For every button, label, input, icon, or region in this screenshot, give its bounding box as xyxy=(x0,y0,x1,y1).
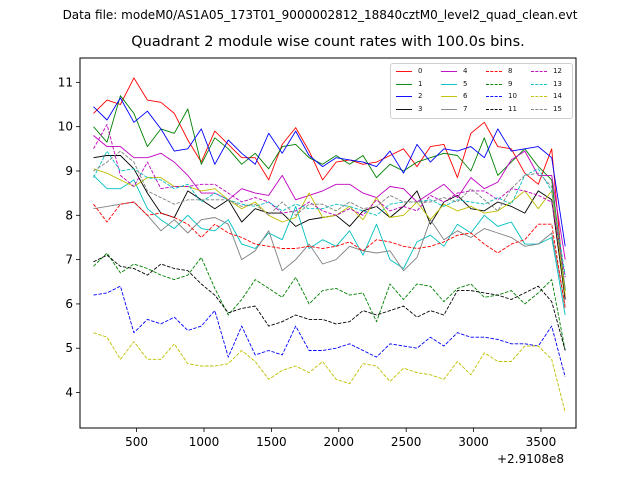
series-line-4 xyxy=(93,135,566,260)
y-tick-label: 11 xyxy=(58,75,73,89)
legend-swatch xyxy=(486,96,502,97)
legend-label: 14 xyxy=(553,92,562,100)
legend-swatch xyxy=(531,71,547,72)
legend-label: 10 xyxy=(508,92,517,100)
series-line-9 xyxy=(93,252,566,351)
series-line-0 xyxy=(93,77,566,300)
chart-title: Quadrant 2 module wise count rates with … xyxy=(131,34,525,50)
x-tick-label: 500 xyxy=(125,435,148,449)
series-line-5 xyxy=(93,175,566,316)
x-tick-label: 3500 xyxy=(526,435,557,449)
series-line-6 xyxy=(93,168,566,296)
x-tick-label: 2000 xyxy=(324,435,355,449)
y-tick-label: 6 xyxy=(65,297,73,311)
legend-swatch xyxy=(396,96,412,97)
legend-label: 4 xyxy=(463,67,468,75)
series-line-7 xyxy=(93,201,566,307)
series-line-8 xyxy=(93,201,566,309)
y-tick-label: 5 xyxy=(65,341,73,355)
y-tick-label: 4 xyxy=(65,386,73,400)
legend-label: 9 xyxy=(508,79,513,88)
legend-swatch xyxy=(486,108,502,110)
legend-swatch xyxy=(441,83,457,85)
legend-swatch xyxy=(441,108,457,110)
legend-label: 13 xyxy=(553,79,562,88)
legend-label: 2 xyxy=(418,92,423,100)
suptitle: Data file: modeM0/AS1A05_173T01_90000028… xyxy=(62,8,578,22)
x-axis-offset-text: +2.9108e8 xyxy=(497,452,565,466)
plot-frame xyxy=(79,57,577,429)
legend-label: 8 xyxy=(508,67,513,75)
y-axis: 4 5 6 7 8 9 10 11 xyxy=(58,75,80,400)
y-tick-label: 7 xyxy=(65,253,73,267)
legend-label: 15 xyxy=(553,104,562,113)
x-tick-label: 1500 xyxy=(256,435,287,449)
plot-background xyxy=(80,58,576,428)
legend-label: 0 xyxy=(418,67,423,75)
legend-swatch xyxy=(531,96,547,97)
series-line-11 xyxy=(93,254,566,351)
legend-swatch xyxy=(441,96,457,97)
legend-swatch xyxy=(531,83,547,85)
legend: 0 1 2 3 4 5 6 7 8 9 10 11 12 13 14 15 xyxy=(390,63,573,119)
y-tick-label: 9 xyxy=(65,164,73,178)
legend-swatch xyxy=(396,71,412,72)
series-line-10 xyxy=(93,285,566,378)
y-tick-label: 8 xyxy=(65,208,73,222)
legend-swatch xyxy=(396,83,412,85)
series-line-2 xyxy=(93,97,566,247)
legend-swatch xyxy=(441,71,457,72)
legend-swatch xyxy=(486,71,502,72)
series-line-1 xyxy=(93,95,566,291)
x-axis: 500 1000 1500 2000 2500 3000 3500 xyxy=(125,428,556,449)
y-tick-label: 10 xyxy=(58,120,73,134)
x-tick-label: 1000 xyxy=(189,435,220,449)
legend-swatch xyxy=(531,108,547,110)
legend-label: 6 xyxy=(463,92,468,100)
legend-swatch xyxy=(486,83,502,85)
series-lines xyxy=(93,77,566,413)
legend-swatch xyxy=(396,108,412,110)
legend-label: 5 xyxy=(463,79,468,88)
series-line-14 xyxy=(93,332,566,413)
legend-label: 7 xyxy=(463,104,468,113)
x-tick-label: 2500 xyxy=(391,435,422,449)
legend-label: 1 xyxy=(418,79,423,88)
legend-label: 11 xyxy=(508,104,517,113)
series-line-13 xyxy=(93,150,566,276)
series-line-15 xyxy=(93,150,566,289)
legend-label: 12 xyxy=(553,67,562,75)
legend-label: 3 xyxy=(418,104,423,113)
x-tick-label: 3000 xyxy=(458,435,489,449)
